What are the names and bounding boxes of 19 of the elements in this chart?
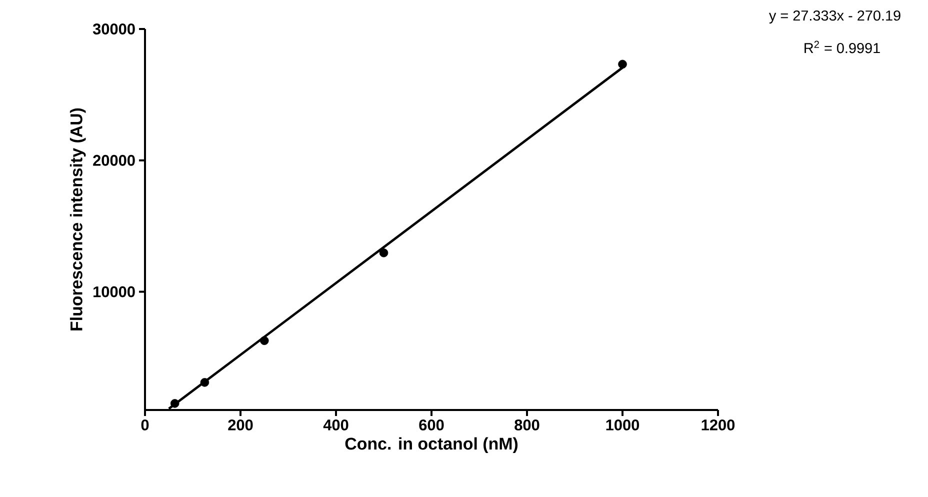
point	[379, 248, 388, 258]
point	[200, 378, 210, 387]
x-tick-label: 1200	[702, 420, 735, 430]
point	[170, 399, 180, 408]
text: R$^{2}$ = 0.9991	[804, 40, 880, 54]
x-tick-label: 600	[419, 420, 444, 430]
x-tick-label: 800	[514, 420, 540, 430]
x-tick-label: 400	[323, 420, 348, 430]
text: y = 27.333x - 270.19	[768, 10, 900, 24]
x-tick-label: 0	[141, 420, 149, 430]
point	[618, 60, 627, 69]
y-tick-label: 20000	[93, 154, 135, 166]
y-tick-label: 30000	[92, 24, 135, 34]
y-axis-title: Fluorescence intensity (AU)	[70, 108, 86, 330]
x-axis-title: Conc. in octanol (nM)	[345, 437, 518, 454]
y-tick-label: 10000	[94, 286, 135, 298]
point	[260, 336, 269, 346]
x-tick-label: 1000	[606, 420, 640, 430]
x-tick-label: 200	[228, 420, 253, 430]
